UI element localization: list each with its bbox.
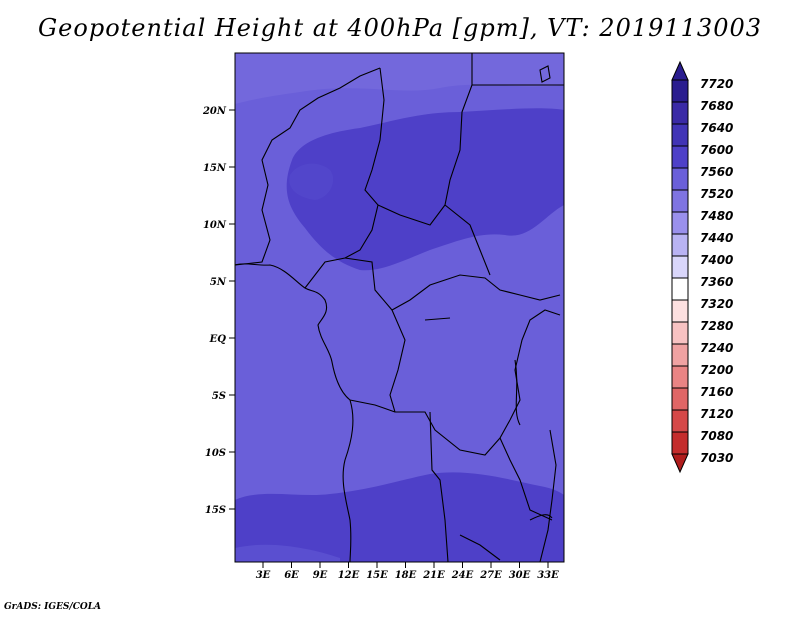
height-level-7600-inner bbox=[289, 163, 334, 200]
colorbar-segment bbox=[671, 167, 689, 191]
lon-label: 3E bbox=[256, 570, 271, 581]
lon-label: 24E bbox=[451, 570, 474, 581]
map-frame bbox=[234, 52, 565, 563]
colorbar-label: 7680 bbox=[700, 99, 733, 113]
lon-label: 21E bbox=[422, 570, 445, 581]
latitude-axis: 20N 15N 10N 5N EQ 5S 10S 15S bbox=[202, 106, 235, 516]
colorbar-label: 7600 bbox=[700, 143, 733, 157]
colorbar-segment bbox=[671, 79, 689, 103]
colorbar-label: 7160 bbox=[700, 385, 733, 399]
colorbar-label: 7280 bbox=[700, 319, 733, 333]
colorbar: 7720 7680 7640 7600 7560 7520 7480 7440 7400 7360… bbox=[671, 60, 733, 474]
colorbar-label: 7120 bbox=[700, 407, 733, 421]
colorbar-label: 7240 bbox=[700, 341, 733, 355]
colorbar-segment bbox=[671, 431, 689, 455]
coastlines-and-borders bbox=[235, 53, 564, 562]
colorbar-label: 7080 bbox=[700, 429, 733, 443]
lat-label: 15N bbox=[203, 163, 227, 174]
lat-label: 5N bbox=[210, 277, 227, 288]
height-level-7600-north bbox=[286, 108, 564, 271]
colorbar-segment bbox=[671, 277, 689, 301]
colorbar-segment bbox=[671, 409, 689, 433]
colorbar-segment bbox=[671, 299, 689, 323]
lat-label: 5S bbox=[212, 391, 226, 402]
colorbar-label: 7440 bbox=[700, 231, 733, 245]
colorbar-label: 7360 bbox=[700, 275, 733, 289]
colorbar-segment bbox=[671, 123, 689, 147]
colorbar-segment bbox=[671, 145, 689, 169]
lat-label: 15S bbox=[205, 505, 226, 516]
lon-label: 30E bbox=[509, 570, 531, 581]
colorbar-label: 7400 bbox=[700, 253, 733, 267]
height-level-7600-south bbox=[235, 472, 564, 562]
lon-label: 15E bbox=[366, 570, 388, 581]
contour-fill bbox=[235, 53, 564, 562]
colorbar-label: 7640 bbox=[700, 121, 733, 135]
colorbar-segment bbox=[671, 101, 689, 125]
longitude-axis: 3E 6E 9E 12E 15E 18E 21E 24E 27E 30E 33E bbox=[256, 562, 559, 581]
lat-label: 20N bbox=[202, 106, 227, 117]
lon-label: 27E bbox=[479, 570, 502, 581]
lon-label: 33E bbox=[537, 570, 559, 581]
colorbar-segment bbox=[671, 255, 689, 279]
colorbar-label: 7480 bbox=[700, 209, 733, 223]
lat-label: EQ bbox=[209, 334, 227, 345]
colorbar-segment bbox=[671, 343, 689, 367]
colorbar-segment bbox=[671, 211, 689, 235]
lon-label: 18E bbox=[395, 570, 417, 581]
colorbar-label: 7320 bbox=[700, 297, 733, 311]
lon-label: 12E bbox=[338, 570, 360, 581]
lon-label: 6E bbox=[284, 570, 299, 581]
colorbar-segment bbox=[671, 321, 689, 345]
colorbar-segment bbox=[671, 233, 689, 257]
colorbar-label: 7720 bbox=[700, 77, 733, 91]
colorbar-label: 7030 bbox=[700, 451, 733, 465]
colorbar-segment bbox=[671, 387, 689, 411]
colorbar-segment bbox=[671, 365, 689, 389]
colorbar-bottom-arrow bbox=[671, 453, 689, 474]
colorbar-label: 7520 bbox=[700, 187, 733, 201]
height-level-7600-south-edge bbox=[235, 544, 340, 562]
colorbar-segment bbox=[671, 189, 689, 213]
colorbar-label: 7200 bbox=[700, 363, 733, 377]
colorbar-label: 7560 bbox=[700, 165, 733, 179]
height-level-7560-north-band bbox=[235, 53, 564, 104]
grads-credit: GrADS: IGES/COLA bbox=[4, 602, 102, 612]
lat-label: 10S bbox=[205, 448, 226, 459]
map-title: Geopotential Height at 400hPa [gpm], VT:… bbox=[38, 14, 762, 42]
lat-label: 10N bbox=[203, 220, 227, 231]
lon-label: 9E bbox=[313, 570, 328, 581]
colorbar-top-arrow bbox=[671, 60, 689, 81]
